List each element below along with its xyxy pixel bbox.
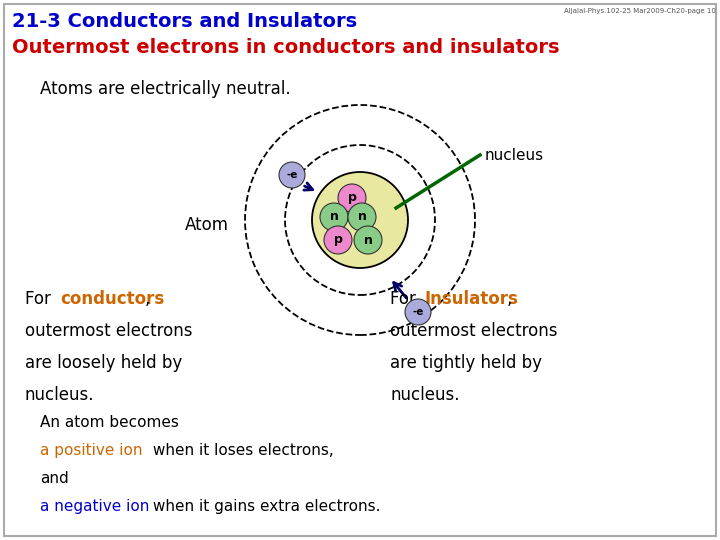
Text: ,: , xyxy=(145,290,150,308)
Text: are tightly held by: are tightly held by xyxy=(390,354,542,372)
Text: ,: , xyxy=(507,290,513,308)
Circle shape xyxy=(320,203,348,231)
Text: and: and xyxy=(40,471,68,486)
Text: 21-3 Conductors and Insulators: 21-3 Conductors and Insulators xyxy=(12,12,357,31)
Text: nucleus.: nucleus. xyxy=(25,386,94,404)
Circle shape xyxy=(348,203,376,231)
Text: when it gains extra electrons.: when it gains extra electrons. xyxy=(148,499,380,514)
Text: are loosely held by: are loosely held by xyxy=(25,354,182,372)
Text: For: For xyxy=(390,290,421,308)
Text: outermost electrons: outermost electrons xyxy=(25,322,192,340)
Text: n: n xyxy=(358,211,366,224)
Circle shape xyxy=(324,226,352,254)
Text: nucleus: nucleus xyxy=(485,147,544,163)
Circle shape xyxy=(312,172,408,268)
Circle shape xyxy=(354,226,382,254)
Circle shape xyxy=(338,184,366,212)
Text: p: p xyxy=(348,192,356,205)
Text: outermost electrons: outermost electrons xyxy=(390,322,557,340)
Text: a negative ion: a negative ion xyxy=(40,499,149,514)
Text: conductors: conductors xyxy=(60,290,164,308)
Text: Insulators: Insulators xyxy=(425,290,519,308)
Text: Outermost electrons in conductors and insulators: Outermost electrons in conductors and in… xyxy=(12,38,559,57)
Text: Atoms are electrically neutral.: Atoms are electrically neutral. xyxy=(40,80,291,98)
Circle shape xyxy=(405,299,431,325)
Text: For: For xyxy=(25,290,56,308)
Text: nucleus.: nucleus. xyxy=(390,386,459,404)
Text: -e: -e xyxy=(287,170,297,180)
Text: An atom becomes: An atom becomes xyxy=(40,415,179,430)
Text: Aljalal-Phys.102-25 Mar2009-Ch20-page 10: Aljalal-Phys.102-25 Mar2009-Ch20-page 10 xyxy=(564,8,716,14)
Text: -e: -e xyxy=(413,307,423,317)
Text: Atom: Atom xyxy=(185,216,229,234)
Text: p: p xyxy=(333,233,343,246)
Text: a positive ion: a positive ion xyxy=(40,443,143,458)
Circle shape xyxy=(279,162,305,188)
Text: n: n xyxy=(330,211,338,224)
Text: n: n xyxy=(364,233,372,246)
Text: when it loses electrons,: when it loses electrons, xyxy=(148,443,334,458)
